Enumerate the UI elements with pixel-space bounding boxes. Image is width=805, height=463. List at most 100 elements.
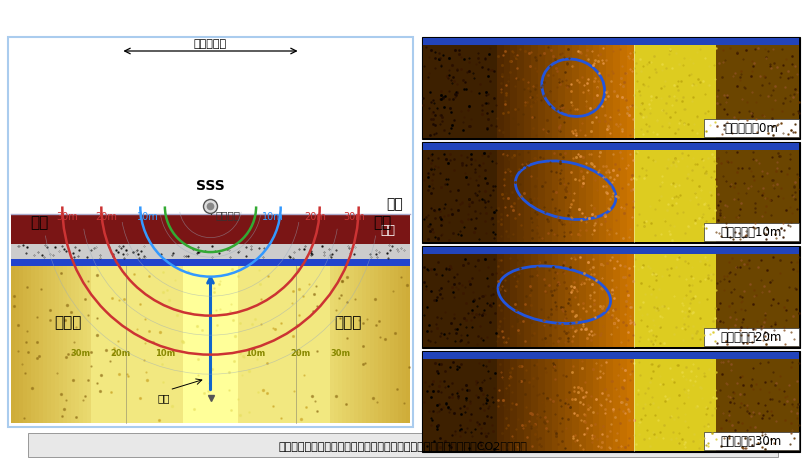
Bar — [423, 359, 497, 451]
Bar — [346, 267, 350, 423]
Bar — [39, 267, 43, 423]
Bar — [47, 267, 51, 423]
Bar — [586, 359, 593, 451]
Bar — [43, 267, 47, 423]
Bar — [579, 359, 587, 451]
Bar — [394, 267, 398, 423]
Text: 10m: 10m — [155, 348, 175, 357]
Text: 左艦: 左艦 — [30, 214, 48, 230]
Bar — [334, 267, 338, 423]
Text: 30m: 30m — [343, 212, 365, 222]
Bar — [28, 433, 778, 457]
Bar — [572, 46, 580, 138]
Bar — [382, 267, 386, 423]
Bar — [15, 267, 19, 423]
Bar — [386, 267, 390, 423]
Bar — [402, 267, 406, 423]
Bar — [579, 150, 587, 243]
Bar — [406, 267, 410, 423]
Bar — [510, 150, 518, 243]
Text: オフセット10m: オフセット10m — [720, 226, 782, 239]
Bar — [11, 267, 410, 423]
Bar — [11, 267, 15, 423]
Bar — [338, 267, 342, 423]
Text: 30m: 30m — [330, 348, 350, 357]
Bar — [613, 255, 621, 347]
Bar — [572, 255, 580, 347]
Bar — [592, 46, 601, 138]
Bar — [87, 267, 91, 423]
Text: オフセット20m: オフセット20m — [720, 330, 782, 343]
Bar — [620, 255, 628, 347]
Bar — [627, 255, 634, 347]
Bar — [600, 46, 607, 138]
Bar — [423, 247, 799, 255]
Bar — [524, 359, 532, 451]
Bar — [510, 255, 518, 347]
Bar — [79, 267, 83, 423]
Bar — [634, 255, 716, 347]
Bar — [538, 46, 546, 138]
Circle shape — [204, 200, 217, 214]
Bar — [524, 150, 532, 243]
Bar — [716, 255, 799, 347]
Bar — [422, 351, 800, 452]
Bar — [551, 359, 559, 451]
Bar — [545, 46, 552, 138]
Bar — [620, 359, 628, 451]
Text: 10m: 10m — [246, 348, 266, 357]
Bar — [592, 359, 601, 451]
Bar — [504, 46, 511, 138]
Bar — [704, 432, 799, 450]
Bar — [510, 46, 518, 138]
Bar — [11, 260, 410, 267]
Bar — [559, 150, 566, 243]
Text: オフセット30m: オフセット30m — [720, 435, 782, 448]
Bar — [606, 359, 614, 451]
Bar — [59, 267, 63, 423]
Text: 10m: 10m — [138, 212, 159, 222]
Bar — [374, 267, 378, 423]
Bar — [358, 267, 362, 423]
Text: SSS: SSS — [196, 179, 225, 193]
Bar — [27, 267, 31, 423]
Bar — [620, 46, 628, 138]
Bar — [423, 352, 799, 359]
Text: 20m: 20m — [95, 212, 118, 222]
Text: 20m: 20m — [303, 212, 326, 222]
Text: 30m: 30m — [71, 348, 90, 357]
Bar — [600, 359, 607, 451]
Bar — [531, 359, 539, 451]
Bar — [518, 150, 525, 243]
Text: 海底面: 海底面 — [334, 314, 361, 329]
Bar — [586, 150, 593, 243]
Bar — [531, 255, 539, 347]
Text: 20m: 20m — [291, 348, 311, 357]
Bar — [579, 46, 587, 138]
Bar — [63, 267, 67, 423]
Bar — [572, 150, 580, 243]
Circle shape — [207, 203, 214, 211]
Bar — [565, 46, 573, 138]
Bar — [11, 215, 410, 244]
Bar — [71, 267, 75, 423]
Bar — [565, 255, 573, 347]
Bar — [423, 39, 799, 46]
Bar — [183, 267, 238, 423]
Bar — [423, 255, 497, 347]
Bar — [627, 359, 634, 451]
Bar — [716, 150, 799, 243]
Bar — [716, 359, 799, 451]
Text: 10m: 10m — [262, 212, 283, 222]
Bar — [19, 267, 23, 423]
Bar — [370, 267, 374, 423]
Bar — [423, 150, 497, 243]
Text: オフセット0m: オフセット0m — [724, 122, 778, 135]
Bar — [586, 255, 593, 347]
Bar — [559, 359, 566, 451]
Text: 海面: 海面 — [386, 197, 403, 211]
Bar — [613, 359, 621, 451]
Bar — [559, 255, 566, 347]
Bar — [531, 46, 539, 138]
Text: 右艦: 右艦 — [373, 214, 391, 230]
